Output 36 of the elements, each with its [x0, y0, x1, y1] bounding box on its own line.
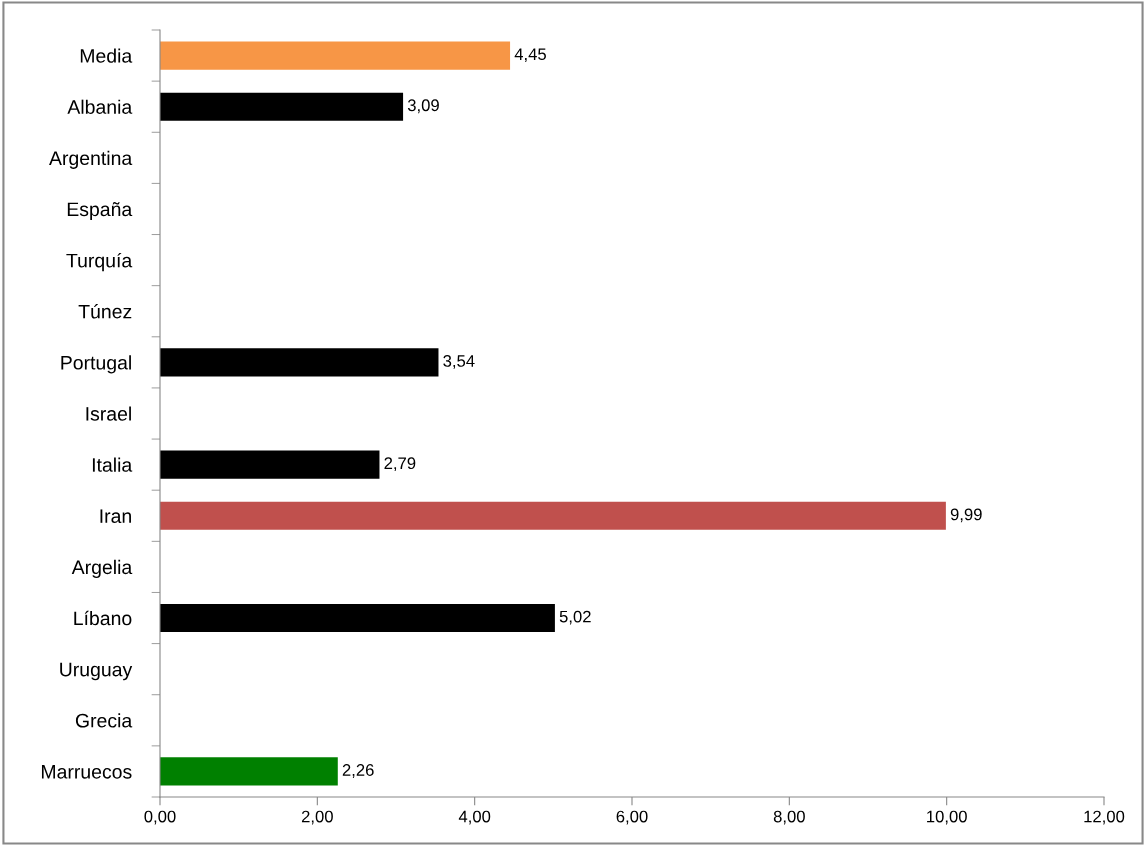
x-tick-label: 6,00	[616, 810, 648, 825]
y-tick-label: Iran	[100, 509, 131, 523]
y-tick-label: Túnez	[78, 303, 132, 319]
y-tick-label: Albania	[67, 99, 133, 114]
y-tick-label: España	[67, 202, 133, 221]
y-tick-label: Media	[80, 48, 133, 63]
bar	[160, 348, 439, 377]
y-tick-label: Argentina	[49, 150, 133, 169]
x-tick-label: 10,00	[927, 810, 967, 825]
data-label: 2,79	[384, 457, 416, 472]
y-tick-label: Líbano	[74, 610, 132, 626]
bar	[160, 603, 555, 633]
x-tick-label: 12,00	[1084, 810, 1125, 825]
bar	[160, 757, 338, 786]
y-tick-label: Italia	[92, 457, 133, 472]
x-tick-label: 2,00	[301, 810, 333, 825]
data-label: 9,99	[950, 508, 982, 523]
y-tick-label: Marruecos	[41, 765, 132, 779]
bar	[160, 450, 380, 479]
bar	[160, 92, 404, 121]
y-tick-label: Argelia	[71, 559, 133, 578]
data-label: 3,09	[407, 99, 439, 114]
y-tick-label: Turquía	[66, 252, 133, 272]
bar	[160, 41, 511, 70]
y-tick-label: Portugal	[61, 355, 131, 374]
y-tick-label: Israel	[86, 406, 131, 421]
y-tick-label: Uruguay	[60, 662, 133, 681]
x-tick-label: 0,00	[144, 810, 176, 825]
data-label: 5,02	[559, 610, 591, 625]
y-tick-label: Grecia	[75, 713, 133, 728]
data-label: 4,45	[514, 48, 546, 63]
data-label: 3,54	[443, 355, 475, 369]
x-tick-label: 8,00	[773, 810, 805, 825]
data-label: 2,26	[342, 764, 374, 778]
x-tick-label: 4,00	[458, 810, 491, 825]
bar	[160, 501, 946, 530]
